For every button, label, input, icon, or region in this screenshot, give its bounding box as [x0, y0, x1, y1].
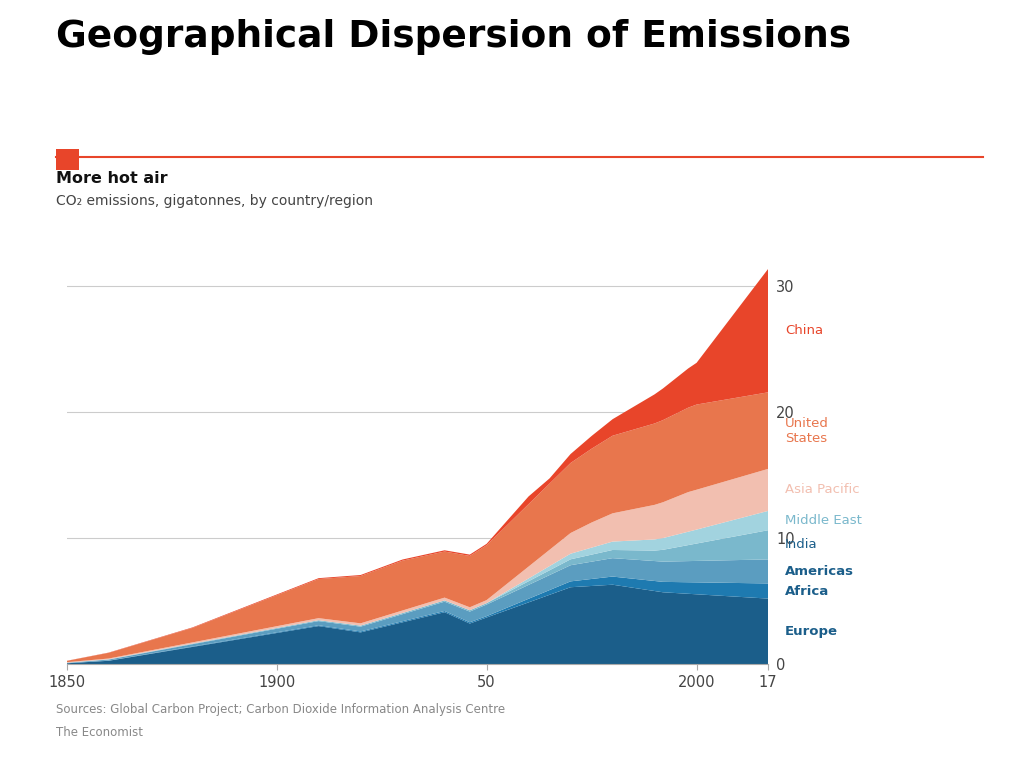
Text: Geographical Dispersion of Emissions: Geographical Dispersion of Emissions — [56, 19, 851, 55]
Text: More hot air: More hot air — [56, 171, 168, 187]
Text: CO₂ emissions, gigatonnes, by country/region: CO₂ emissions, gigatonnes, by country/re… — [56, 194, 374, 207]
Text: United
States: United States — [784, 416, 828, 445]
Text: Americas: Americas — [784, 565, 854, 578]
Text: Middle East: Middle East — [784, 514, 861, 527]
Text: China: China — [784, 324, 823, 337]
Text: Sources: Global Carbon Project; Carbon Dioxide Information Analysis Centre: Sources: Global Carbon Project; Carbon D… — [56, 703, 506, 716]
Text: The Economist: The Economist — [56, 726, 143, 739]
Text: Africa: Africa — [784, 584, 829, 598]
Text: Asia Pacific: Asia Pacific — [784, 483, 859, 496]
Text: Europe: Europe — [784, 625, 838, 638]
Text: India: India — [784, 538, 817, 551]
